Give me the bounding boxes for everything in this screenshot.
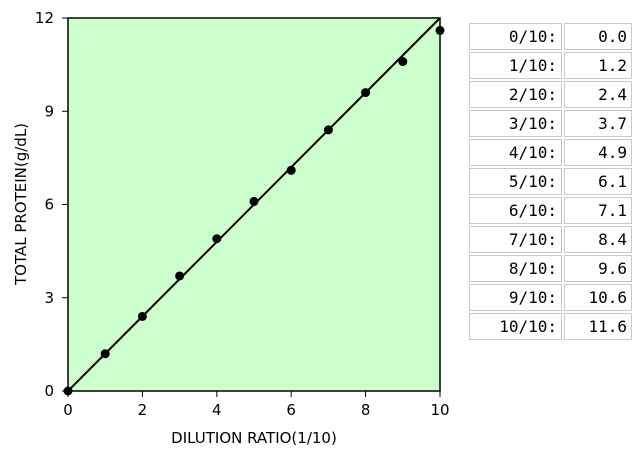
value-cell: 6.1 xyxy=(564,168,632,195)
data-point xyxy=(398,57,408,67)
value-cell: 2.4 xyxy=(564,81,632,108)
x-tick-label: 2 xyxy=(138,401,148,419)
x-tick-label: 4 xyxy=(212,401,222,419)
table-row: 7/10: 8.4 xyxy=(469,226,632,253)
ratio-cell: 3/10: xyxy=(469,110,562,137)
chart: 0 2 4 6 8 10 0 3 6 9 12 DILUTION RATIO(1/10) TOTAL… xyxy=(12,9,450,447)
table-row: 8/10: 9.6 xyxy=(469,255,632,282)
ratio-cell: 6/10: xyxy=(469,197,562,224)
data-point xyxy=(249,196,259,206)
value-cell: 3.7 xyxy=(564,110,632,137)
ratio-cell: 4/10: xyxy=(469,139,562,166)
ratio-cell: 2/10: xyxy=(469,81,562,108)
y-tick-label: 6 xyxy=(44,196,54,214)
y-tick-label: 0 xyxy=(44,382,54,400)
data-point xyxy=(361,88,371,98)
y-tick-label: 12 xyxy=(35,9,54,27)
value-cell: 11.6 xyxy=(564,313,632,340)
value-cell: 10.6 xyxy=(564,284,632,311)
y-axis-title: TOTAL PROTEIN(g/dL) xyxy=(12,123,30,286)
ratio-cell: 10/10: xyxy=(469,313,562,340)
table-row: 6/10: 7.1 xyxy=(469,197,632,224)
data-point xyxy=(63,386,73,396)
x-tick-label: 10 xyxy=(430,401,449,419)
ratio-cell: 5/10: xyxy=(469,168,562,195)
table-row: 9/10: 10.6 xyxy=(469,284,632,311)
value-cell: 0.0 xyxy=(564,23,632,50)
table-body: 0/10: 0.0 1/10: 1.2 2/10: 2.4 3/10: 3.7 4/10: 4.9… xyxy=(469,23,632,340)
x-tick-label: 0 xyxy=(63,401,73,419)
ratio-cell: 8/10: xyxy=(469,255,562,282)
axis-ticks: 0 2 4 6 8 10 0 3 6 9 12 xyxy=(35,9,450,419)
value-cell: 9.6 xyxy=(564,255,632,282)
table-row: 1/10: 1.2 xyxy=(469,52,632,79)
table-row: 0/10: 0.0 xyxy=(469,23,632,50)
data-point xyxy=(323,125,333,135)
ratio-cell: 9/10: xyxy=(469,284,562,311)
ratio-cell: 1/10: xyxy=(469,52,562,79)
ratio-cell: 7/10: xyxy=(469,226,562,253)
data-point xyxy=(137,311,147,321)
x-tick-label: 8 xyxy=(361,401,371,419)
data-point xyxy=(212,234,222,244)
dilution-value-table: 0/10: 0.0 1/10: 1.2 2/10: 2.4 3/10: 3.7 4/10: 4.9… xyxy=(467,21,634,342)
data-point xyxy=(100,349,110,359)
y-tick-label: 3 xyxy=(44,289,54,307)
data-point xyxy=(435,25,445,35)
value-cell: 1.2 xyxy=(564,52,632,79)
table-row: 10/10: 11.6 xyxy=(469,313,632,340)
data-points xyxy=(63,25,445,396)
table-row: 4/10: 4.9 xyxy=(469,139,632,166)
table-row: 2/10: 2.4 xyxy=(469,81,632,108)
ratio-cell: 0/10: xyxy=(469,23,562,50)
value-cell: 8.4 xyxy=(564,226,632,253)
value-cell: 4.9 xyxy=(564,139,632,166)
table-row: 5/10: 6.1 xyxy=(469,168,632,195)
x-axis-title: DILUTION RATIO(1/10) xyxy=(171,429,337,447)
y-tick-label: 9 xyxy=(44,102,54,120)
data-point xyxy=(286,165,296,175)
table-row: 3/10: 3.7 xyxy=(469,110,632,137)
data-point xyxy=(175,271,185,281)
value-cell: 7.1 xyxy=(564,197,632,224)
x-tick-label: 6 xyxy=(286,401,296,419)
